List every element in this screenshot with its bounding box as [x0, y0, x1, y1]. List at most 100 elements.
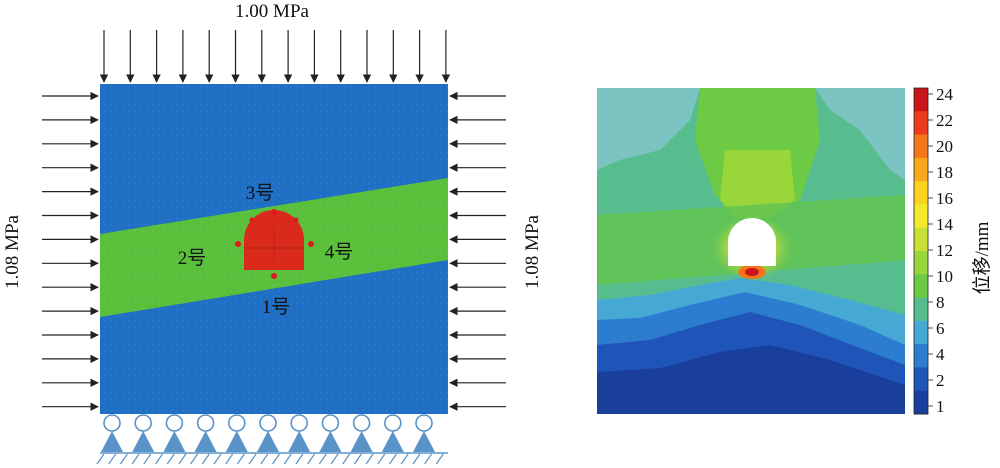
right-load-label: 1.08 MPa	[522, 214, 543, 288]
point-4-marker	[308, 241, 314, 247]
colorbar-swatch	[914, 181, 928, 205]
ground-hatch	[96, 453, 105, 465]
ground-hatch	[108, 453, 117, 465]
support-pin	[163, 431, 186, 452]
ground-hatch	[225, 453, 234, 465]
support-pin	[350, 431, 373, 452]
point-3-marker	[271, 209, 277, 215]
ground-hatch	[272, 453, 280, 465]
colorbar-tick-label: 1	[936, 397, 945, 416]
support-roller	[321, 414, 340, 432]
ground-hatch	[295, 453, 304, 465]
ground-hatch	[330, 453, 339, 465]
ground-hatch	[365, 453, 374, 465]
ground-hatch	[389, 453, 397, 465]
ground-hatch	[377, 453, 386, 465]
ground-hatch	[412, 453, 421, 465]
colorbar: 24 22 20 18 16 14 12 10 8 6 4 2 1 位移/mm	[913, 85, 993, 416]
ground-hatch	[178, 453, 187, 465]
colorbar-tick-label: 18	[936, 163, 953, 182]
support-roller	[259, 414, 277, 432]
tunnel-cavity	[728, 218, 776, 266]
support-pin	[194, 431, 217, 452]
colorbar-tick-label: 12	[936, 241, 953, 260]
pin-supports	[96, 414, 448, 465]
contour-zone	[720, 150, 795, 218]
ground-hatch	[260, 453, 269, 465]
support-roller	[383, 414, 402, 432]
contour-zone	[597, 88, 700, 170]
colorbar-tick-label: 22	[936, 111, 953, 130]
colorbar-swatch	[914, 390, 928, 415]
ground-hatch	[201, 453, 210, 465]
colorbar-swatch	[914, 204, 928, 229]
colorbar-swatch	[914, 134, 928, 159]
colorbar-swatch	[914, 274, 928, 299]
colorbar-swatch	[914, 344, 928, 368]
colorbar-swatches	[914, 88, 928, 415]
top-load-label: 1.00 MPa	[235, 1, 309, 22]
support-roller	[165, 414, 184, 432]
colorbar-tick-label: 20	[936, 137, 953, 156]
colorbar-swatch	[914, 157, 928, 182]
point-1-label: 1号	[262, 297, 291, 318]
ground-hatch	[213, 453, 222, 465]
support-roller	[196, 414, 215, 432]
colorbar-swatch	[914, 367, 928, 392]
support-roller	[352, 414, 371, 432]
top-load-arrows	[99, 30, 451, 83]
colorbar-tick-label: 14	[936, 215, 954, 234]
ground-hatch	[166, 453, 175, 465]
displacement-contour	[597, 88, 905, 414]
colorbar-tick-label: 8	[936, 293, 945, 312]
colorbar-ticks: 24 22 20 18 16 14 12 10 8 6 4 2 1	[928, 85, 954, 416]
numerical-model: 1.00 MPa 1.08 MPa 1.08 MPa 3号 2号 4号 1号	[2, 1, 543, 465]
point-3-label: 3号	[246, 183, 275, 204]
monitoring-points	[235, 209, 314, 279]
ground-hatch	[119, 453, 128, 465]
ground-hatch	[155, 453, 163, 465]
support-pin	[413, 431, 435, 452]
ground-hatch	[400, 453, 409, 465]
colorbar-swatch	[914, 320, 928, 345]
support-pin	[101, 431, 123, 452]
ground-hatch	[248, 453, 257, 465]
colorbar-label: 位移/mm	[971, 221, 993, 294]
colorbar-tick-label: 10	[936, 267, 953, 286]
colorbar-swatch	[914, 297, 928, 322]
colorbar-frame	[913, 87, 929, 415]
support-roller	[228, 414, 246, 432]
support-roller	[134, 414, 152, 432]
colorbar-swatch	[914, 227, 928, 252]
contour-zone	[597, 345, 905, 414]
point-4-label: 4号	[325, 242, 354, 263]
ground-hatch	[435, 453, 444, 465]
point-1-marker	[271, 273, 277, 279]
support-pin	[257, 431, 279, 452]
ground-hatch	[143, 453, 152, 465]
ground-hatch	[307, 453, 316, 465]
colorbar-tick-label: 6	[936, 319, 945, 338]
ground-hatch	[353, 453, 362, 465]
point-2-label: 2号	[178, 248, 207, 269]
colorbar-tick-label: 16	[936, 189, 953, 208]
left-load-arrows	[42, 91, 99, 411]
support-pin	[225, 431, 248, 452]
support-roller	[415, 414, 433, 432]
support-pin	[132, 431, 155, 452]
right-load-arrows	[449, 91, 506, 411]
ground-hatch	[131, 453, 140, 465]
contour-hotspot	[745, 268, 759, 276]
ground-hatch	[342, 453, 351, 465]
support-roller	[290, 414, 309, 432]
support-pin	[319, 431, 342, 452]
colorbar-tick-label: 4	[936, 345, 945, 364]
point-2-marker	[235, 241, 241, 247]
support-pin	[288, 431, 311, 452]
colorbar-swatch	[914, 88, 928, 112]
support-pin	[381, 431, 404, 452]
left-load-label: 1.08 MPa	[2, 214, 23, 288]
ground-hatch	[236, 453, 245, 465]
point-marker	[293, 217, 299, 223]
